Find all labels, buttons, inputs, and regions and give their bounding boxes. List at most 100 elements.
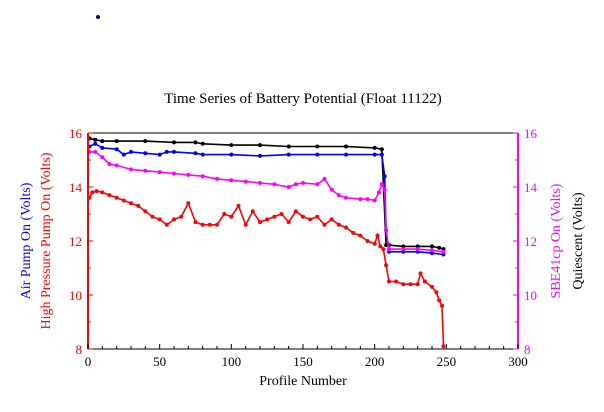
data-point-sbe41cp-on-volts	[329, 187, 334, 192]
data-point-sbe41cp-on-volts	[415, 247, 420, 252]
right-axis-label-0: SBE41cp On (Volts)	[549, 183, 564, 298]
data-point-high-pressure-pump-on-volts	[315, 214, 320, 219]
data-point-sbe41cp-on-volts	[93, 149, 98, 154]
data-point-sbe41cp-on-volts	[107, 162, 112, 167]
data-point-high-pressure-pump-on-volts	[372, 241, 377, 246]
data-point-sbe41cp-on-volts	[382, 187, 387, 192]
data-point-sbe41cp-on-volts	[100, 155, 105, 160]
data-point-sbe41cp-on-volts	[401, 247, 406, 252]
series-high-pressure-pump-on-volts	[87, 189, 446, 349]
x-axis-label: Profile Number	[259, 374, 347, 389]
left-y-tick-label: 14	[69, 180, 83, 195]
data-point-high-pressure-pump-on-volts	[401, 282, 406, 287]
data-point-high-pressure-pump-on-volts	[422, 279, 427, 284]
data-point-high-pressure-pump-on-volts	[107, 193, 112, 198]
data-point-high-pressure-pump-on-volts	[215, 222, 219, 227]
data-point-air-pump-on-volts	[93, 141, 98, 146]
data-point-sbe41cp-on-volts	[215, 176, 219, 181]
data-point-air-pump-on-volts	[344, 152, 348, 157]
series-quiescent-volts	[87, 136, 446, 252]
data-point-quiescent-volts	[344, 144, 348, 149]
data-point-sbe41cp-on-volts	[143, 168, 148, 173]
data-point-high-pressure-pump-on-volts	[387, 279, 391, 284]
data-point-air-pump-on-volts	[258, 153, 262, 158]
data-point-sbe41cp-on-volts	[322, 176, 327, 181]
data-point-high-pressure-pump-on-volts	[351, 230, 356, 235]
chart-title: Time Series of Battery Potential (Float …	[164, 91, 441, 107]
data-point-high-pressure-pump-on-volts	[430, 284, 434, 289]
data-point-high-pressure-pump-on-volts	[286, 220, 291, 225]
data-point-sbe41cp-on-volts	[229, 178, 234, 183]
data-point-high-pressure-pump-on-volts	[293, 209, 298, 214]
series-line-air-pump-on-volts	[89, 142, 444, 256]
left-y-tick-label: 8	[76, 342, 83, 357]
data-point-air-pump-on-volts	[129, 149, 133, 154]
data-point-air-pump-on-volts	[286, 152, 291, 157]
data-point-high-pressure-pump-on-volts	[90, 190, 95, 195]
right-axis-label-1: Quiescent (Volts)	[571, 192, 586, 290]
right-y-tick-label: 14	[524, 180, 538, 195]
data-point-high-pressure-pump-on-volts	[94, 189, 99, 194]
data-point-air-pump-on-volts	[379, 152, 384, 157]
data-point-high-pressure-pump-on-volts	[172, 217, 176, 222]
data-point-air-pump-on-volts	[100, 145, 105, 150]
data-point-sbe41cp-on-volts	[172, 171, 176, 176]
x-tick-label: 300	[508, 354, 528, 369]
data-point-sbe41cp-on-volts	[344, 195, 348, 200]
data-point-sbe41cp-on-volts	[384, 228, 389, 233]
data-point-high-pressure-pump-on-volts	[415, 282, 420, 287]
data-point-quiescent-volts	[114, 139, 119, 144]
data-point-high-pressure-pump-on-volts	[381, 247, 386, 252]
data-point-quiescent-volts	[384, 243, 389, 248]
x-tick-label: 100	[222, 354, 242, 369]
data-point-sbe41cp-on-volts	[358, 197, 363, 202]
data-point-air-pump-on-volts	[114, 147, 119, 152]
series-line-sbe41cp-on-volts	[89, 151, 444, 253]
data-point-air-pump-on-volts	[121, 152, 126, 157]
data-point-high-pressure-pump-on-volts	[193, 220, 198, 225]
series-layer	[87, 136, 446, 349]
data-point-high-pressure-pump-on-volts	[344, 225, 348, 230]
data-point-quiescent-volts	[172, 140, 176, 145]
data-point-air-pump-on-volts	[172, 149, 176, 154]
data-point-sbe41cp-on-volts	[387, 247, 391, 252]
series-air-pump-on-volts	[87, 141, 446, 257]
data-point-sbe41cp-on-volts	[200, 174, 205, 179]
data-point-high-pressure-pump-on-volts	[329, 217, 334, 222]
data-point-air-pump-on-volts	[315, 152, 320, 157]
right-y-tick-label: 10	[524, 288, 537, 303]
data-point-quiescent-volts	[100, 139, 105, 144]
left-axis-label-1: High Pressure Pump On (Volts)	[39, 152, 54, 329]
right-y-tick-label: 12	[524, 234, 537, 249]
data-point-high-pressure-pump-on-volts	[418, 271, 423, 276]
data-point-high-pressure-pump-on-volts	[129, 201, 133, 206]
data-point-high-pressure-pump-on-volts	[394, 279, 399, 284]
data-point-high-pressure-pump-on-volts	[441, 344, 446, 349]
data-point-sbe41cp-on-volts	[186, 172, 191, 177]
data-point-sbe41cp-on-volts	[377, 190, 381, 195]
data-point-high-pressure-pump-on-volts	[229, 214, 234, 219]
data-point-quiescent-volts	[93, 137, 98, 142]
data-point-high-pressure-pump-on-volts	[265, 217, 270, 222]
data-point-high-pressure-pump-on-volts	[250, 209, 255, 214]
data-point-high-pressure-pump-on-volts	[308, 217, 313, 222]
data-point-quiescent-volts	[193, 140, 198, 145]
series-line-quiescent-volts	[89, 137, 444, 250]
data-point-high-pressure-pump-on-volts	[236, 203, 241, 208]
data-point-air-pump-on-volts	[193, 151, 198, 156]
x-tick-label: 150	[293, 354, 313, 369]
data-point-high-pressure-pump-on-volts	[157, 217, 162, 222]
left-axis-label-0: Air Pump On (Volts)	[19, 182, 34, 299]
data-point-high-pressure-pump-on-volts	[114, 195, 119, 200]
data-point-high-pressure-pump-on-volts	[322, 222, 327, 227]
data-point-sbe41cp-on-volts	[430, 248, 434, 253]
data-point-air-pump-on-volts	[382, 174, 387, 179]
right-y-tick-label: 8	[524, 342, 531, 357]
data-point-sbe41cp-on-volts	[129, 167, 133, 172]
data-point-high-pressure-pump-on-volts	[272, 214, 277, 219]
data-point-air-pump-on-volts	[229, 152, 234, 157]
stray-dot-marker	[96, 15, 100, 19]
